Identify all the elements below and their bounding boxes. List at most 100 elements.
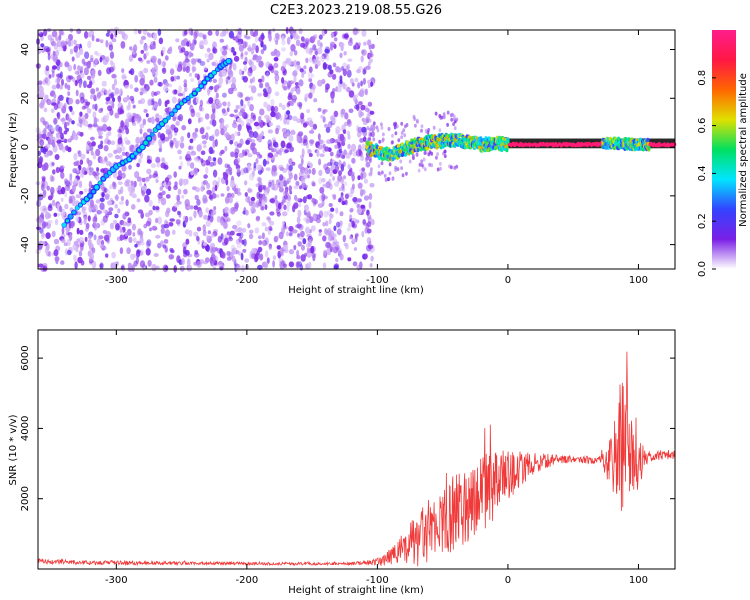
noise-blob (350, 78, 354, 84)
noise-blob (299, 68, 304, 73)
noise-blob (144, 194, 150, 203)
band-halo (383, 173, 387, 178)
noise-blob (212, 78, 217, 83)
noise-blob (370, 43, 375, 50)
noise-blob (358, 101, 363, 106)
band-halo (365, 156, 369, 161)
noise-blob (264, 204, 268, 210)
noise-blob (253, 162, 257, 169)
noise-blob (110, 140, 116, 146)
colorbar-tick-label: 0.6 (697, 118, 708, 134)
noise-blob (87, 165, 92, 171)
noise-blob (194, 250, 199, 255)
colorbar-tick-label: 0.8 (697, 70, 708, 86)
noise-blob (198, 104, 203, 112)
noise-blob (172, 116, 177, 122)
noise-blob (115, 223, 120, 231)
noise-blob (334, 164, 340, 172)
noise-blob (302, 139, 308, 146)
noise-blob (149, 227, 152, 232)
noise-blob (177, 45, 182, 50)
noise-blob (345, 152, 351, 159)
noise-blob (125, 118, 130, 125)
noise-blob (252, 31, 259, 37)
noise-blob (220, 233, 224, 240)
noise-blob (151, 90, 155, 97)
noise-blob (330, 115, 336, 122)
noise-blob (54, 218, 59, 226)
noise-blob (202, 224, 207, 232)
noise-blob (196, 235, 200, 242)
noise-blob (334, 144, 339, 150)
noise-blob (126, 228, 132, 236)
noise-blob (162, 244, 167, 249)
noise-blob (175, 219, 181, 225)
band-halo (405, 171, 408, 176)
noise-blob (152, 58, 156, 66)
noise-blob (229, 113, 235, 118)
noise-blob (323, 249, 327, 256)
noise-blob (370, 81, 373, 87)
noise-blob (80, 153, 86, 160)
noise-blob (251, 64, 257, 71)
noise-blob (95, 38, 100, 42)
noise-blob (244, 180, 248, 186)
noise-blob (271, 148, 277, 153)
noise-blob (214, 184, 218, 192)
noise-blob (207, 87, 211, 96)
noise-blob (182, 90, 186, 99)
noise-blob (177, 114, 184, 122)
noise-cloud (35, 26, 376, 273)
noise-blob (366, 237, 372, 245)
noise-blob (367, 61, 371, 66)
noise-blob (227, 67, 232, 76)
noise-blob (242, 248, 247, 253)
noise-blob (134, 113, 139, 119)
noise-blob (325, 166, 331, 175)
noise-blob (262, 88, 267, 93)
noise-blob (76, 28, 82, 35)
noise-blob (361, 230, 365, 238)
band-halo (420, 163, 424, 168)
noise-blob (164, 177, 170, 183)
noise-blob (349, 37, 353, 43)
noise-blob (287, 114, 293, 121)
noise-blob (186, 150, 192, 159)
noise-blob (50, 127, 56, 132)
noise-blob (136, 176, 142, 182)
noise-blob (134, 243, 138, 248)
band-cell (377, 155, 382, 161)
noise-blob (305, 218, 310, 224)
noise-blob (63, 103, 67, 109)
noise-blob (45, 65, 50, 72)
noise-blob (103, 187, 108, 193)
noise-blob (361, 143, 366, 151)
noise-blob (75, 89, 79, 97)
noise-blob (274, 152, 279, 158)
x-tick-label: -100 (366, 575, 389, 586)
noise-blob (61, 226, 65, 235)
noise-blob (139, 181, 143, 187)
band-halo (442, 115, 446, 120)
noise-blob (299, 264, 304, 271)
noise-blob (199, 127, 205, 135)
noise-blob (43, 28, 48, 37)
noise-blob (155, 117, 160, 123)
band-halo (400, 135, 403, 140)
band-halo (394, 121, 397, 126)
noise-blob (217, 157, 223, 165)
rising-track (61, 57, 232, 228)
noise-blob (329, 172, 333, 177)
band-halo (436, 152, 439, 157)
noise-blob (117, 139, 121, 146)
noise-blob (51, 65, 58, 70)
band-halo (434, 111, 438, 116)
noise-blob (165, 124, 170, 131)
noise-blob (329, 41, 336, 47)
noise-blob (352, 261, 358, 267)
noise-blob (269, 122, 273, 127)
track-point (94, 185, 99, 190)
noise-blob (349, 208, 354, 213)
noise-blob (205, 166, 209, 175)
noise-blob (114, 154, 121, 160)
